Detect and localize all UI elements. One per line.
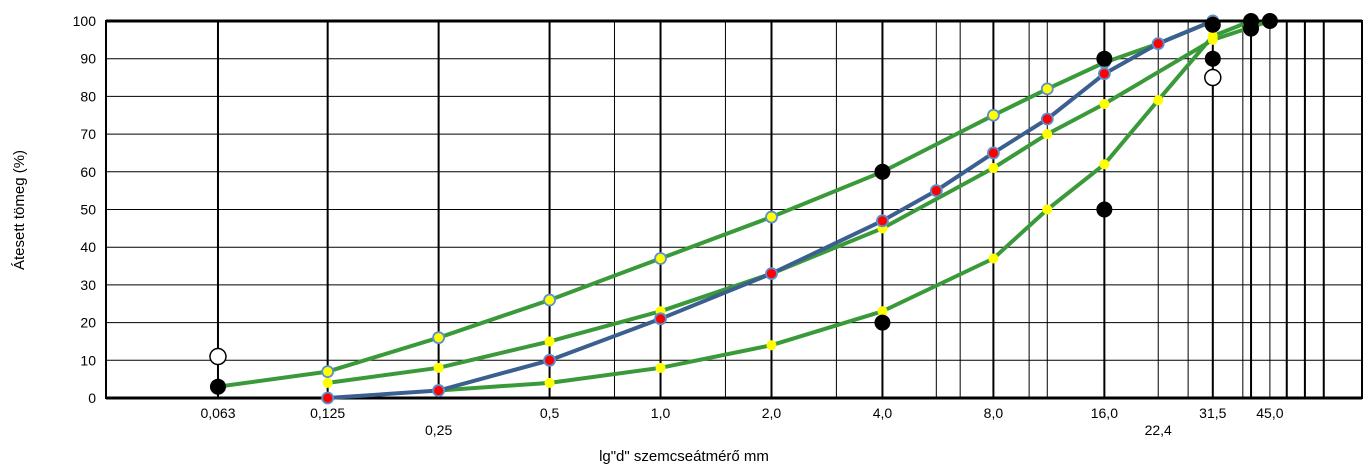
data-point-measured [1040, 112, 1054, 126]
data-point-middle_limit [988, 163, 999, 174]
data-point-lower_limit [655, 362, 666, 373]
series-layer [211, 14, 1275, 405]
limit-point-filled [874, 163, 891, 180]
y-tick-label: 10 [80, 352, 96, 368]
data-point-middle_limit [322, 377, 333, 388]
y-tick-label: 70 [80, 126, 96, 142]
x-tick-label: 0,063 [200, 405, 235, 421]
y-axis-title: Átesett tömeg (%) [11, 150, 28, 270]
limit-point-filled [1096, 50, 1113, 67]
data-point-upper_limit [987, 108, 1000, 122]
data-point-measured [1097, 67, 1111, 81]
x-tick-label: 22,4 [1145, 422, 1172, 438]
limit-point-filled [1204, 16, 1221, 33]
data-point-lower_limit [1207, 31, 1218, 42]
series-line-measured [327, 19, 1214, 400]
y-tick-label: 0 [88, 390, 96, 406]
data-point-upper_limit [432, 331, 446, 345]
y-tick-label: 90 [80, 51, 96, 67]
limit-point-filled [1096, 201, 1113, 218]
data-point-lower_limit [988, 253, 999, 264]
x-tick-label: 4,0 [873, 405, 893, 421]
x-tick-label: 0,5 [540, 405, 560, 421]
x-tick-label: 16,0 [1091, 405, 1118, 421]
y-tick-label: 30 [80, 277, 96, 293]
data-point-upper_limit [543, 293, 556, 307]
data-point-lower_limit [1042, 204, 1053, 215]
y-tick-label: 100 [73, 13, 97, 29]
y-tick-label: 60 [80, 164, 96, 180]
limit-point-filled [1204, 50, 1221, 67]
data-point-measured [876, 214, 889, 228]
data-point-lower_limit [544, 377, 555, 388]
limit-point-open [209, 347, 227, 366]
data-point-middle_limit [1042, 129, 1053, 140]
x-tick-label: 0,25 [425, 422, 452, 438]
data-point-measured [1151, 37, 1165, 51]
data-point-measured [654, 312, 667, 326]
data-point-upper_limit [321, 365, 335, 379]
data-point-measured [987, 146, 1000, 160]
limit-point-filled [1261, 13, 1278, 29]
data-point-measured [321, 391, 335, 405]
data-point-measured [929, 184, 943, 198]
series-line-upper_limit [217, 19, 1214, 389]
data-point-middle_limit [433, 362, 444, 373]
x-axis-title: lg"d" szemcseátmérő mm [599, 448, 769, 465]
data-point-measured [765, 267, 778, 280]
x-tick-label: 2,0 [762, 405, 782, 421]
data-point-measured [432, 384, 446, 397]
x-tick-label: 8,0 [984, 405, 1004, 421]
x-tick-label: 1,0 [651, 405, 671, 421]
y-tick-label: 40 [80, 239, 96, 255]
data-point-measured [543, 353, 556, 367]
data-point-middle_limit [544, 336, 555, 347]
data-point-upper_limit [765, 210, 778, 224]
data-point-middle_limit [1099, 98, 1110, 109]
y-tick-label: 20 [80, 315, 96, 331]
x-tick-label: 31,5 [1199, 405, 1226, 421]
limit-point-filled [209, 378, 226, 395]
x-tick-label: 45,0 [1256, 405, 1283, 421]
limit-point-open [1204, 68, 1222, 87]
data-point-lower_limit [1099, 159, 1110, 170]
y-tick-labels: 0 10 20 30 40 50 60 70 80 90 100 [73, 13, 97, 406]
data-point-upper_limit [1040, 82, 1054, 96]
data-point-upper_limit [654, 252, 667, 265]
data-point-lower_limit [877, 306, 888, 317]
limit-point-filled [1243, 20, 1260, 37]
data-point-lower_limit [766, 340, 777, 351]
x-tick-label: 0,125 [310, 405, 345, 421]
limit-point-filled [874, 314, 891, 331]
extra-points-layer [209, 13, 1278, 395]
y-tick-label: 80 [80, 88, 96, 104]
grid-layer [105, 19, 1363, 400]
x-tick-labels: 0,063 0,125 0,25 0,5 1,0 2,0 4,0 8,0 16,0 22,4 31,… [200, 405, 1283, 438]
series-line-lower_limit [438, 19, 1252, 393]
y-tick-label: 50 [80, 202, 96, 218]
data-point-lower_limit [1153, 95, 1164, 106]
